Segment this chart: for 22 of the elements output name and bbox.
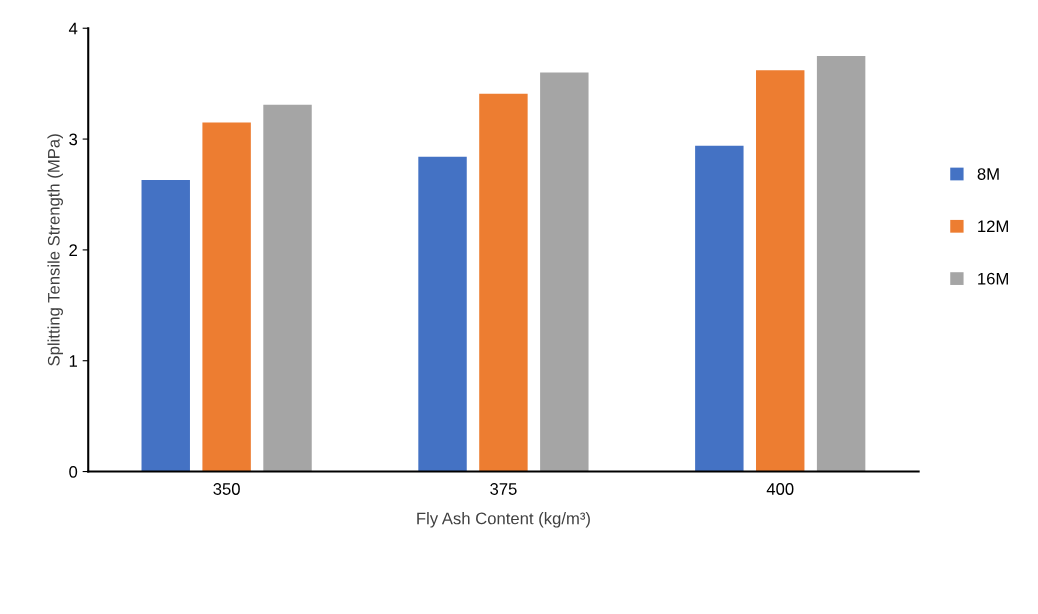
bar	[479, 93, 528, 472]
bar	[695, 145, 744, 472]
bar	[141, 180, 190, 472]
legend-label: 8M	[977, 168, 999, 180]
y-tick-label: 2	[69, 244, 77, 256]
x-tick-label: 400	[766, 483, 794, 495]
legend-label: 12M	[978, 220, 1008, 233]
bar	[202, 122, 251, 472]
y-tick-label: 1	[69, 355, 77, 367]
bar	[756, 70, 805, 472]
x-tick-label: 375	[490, 483, 517, 495]
x-tick-label: 350	[213, 483, 240, 495]
x-axis-title: Fly Ash Content (kg/m³)	[417, 512, 590, 528]
y-tick-label: 4	[68, 22, 78, 35]
legend-label: 16M	[978, 272, 1008, 285]
y-tick-label: 3	[69, 133, 78, 146]
bar	[540, 72, 589, 472]
y-tick-label: 0	[69, 465, 78, 478]
y-axis-title: Splitting Tensile Strength (MPa)	[47, 134, 63, 366]
bar	[263, 104, 312, 472]
bar	[418, 156, 467, 472]
bar	[816, 55, 866, 472]
